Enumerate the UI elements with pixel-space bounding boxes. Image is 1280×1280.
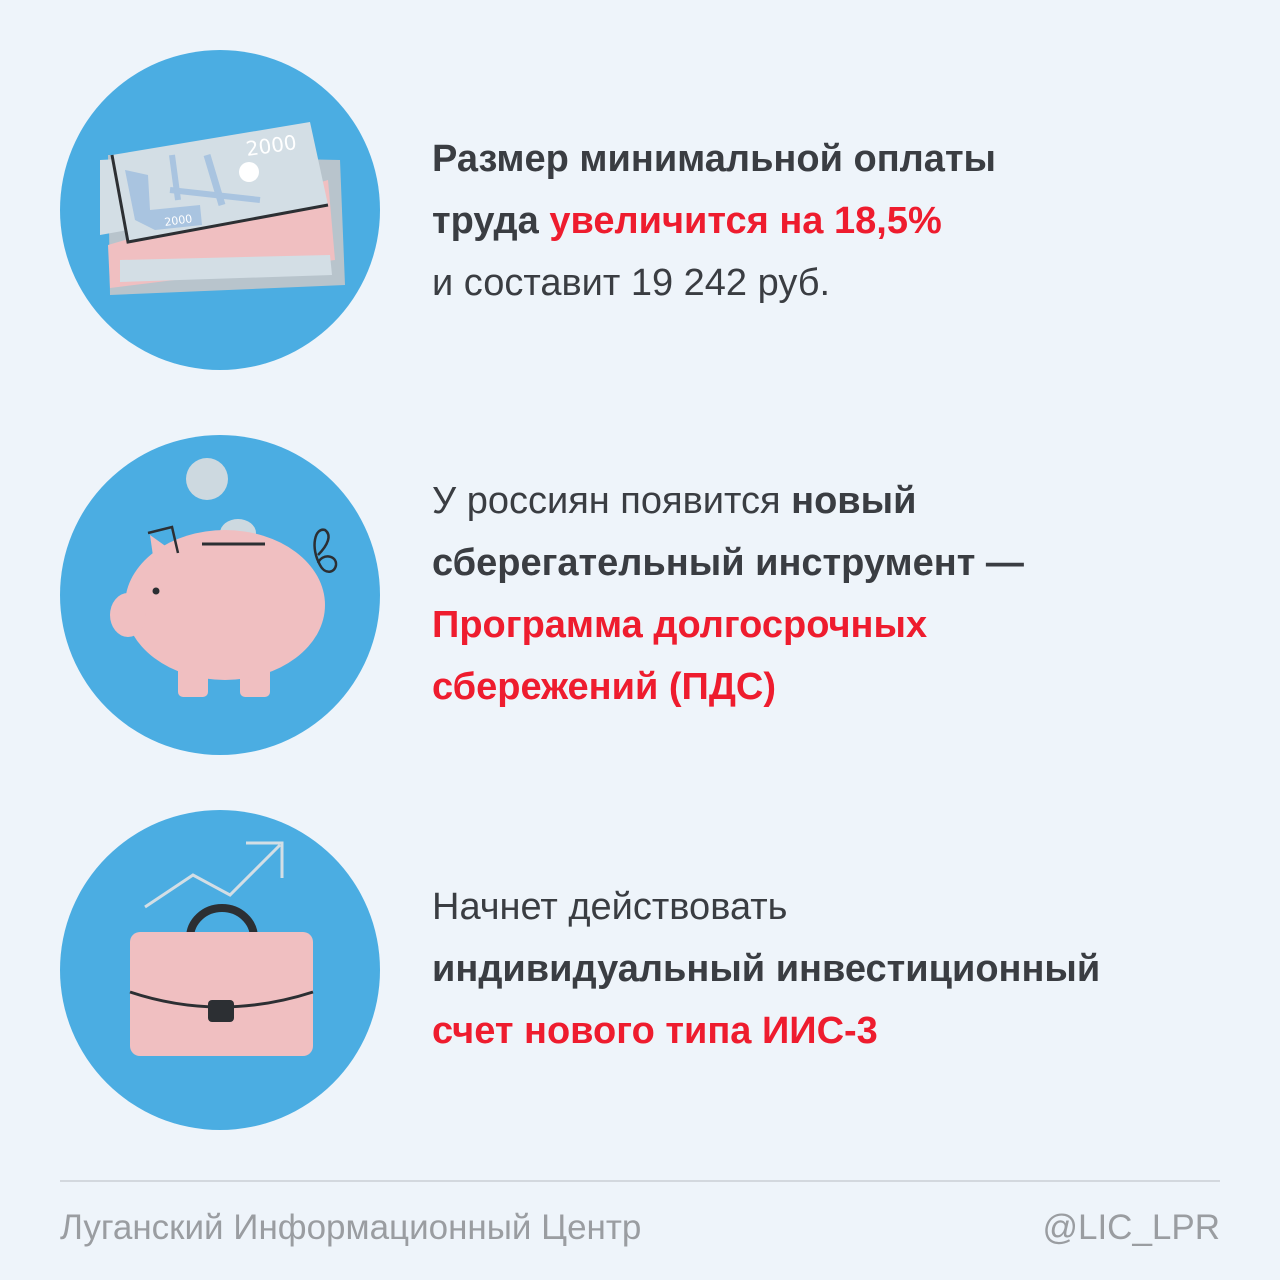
text-highlight: увеличится на 18,5%: [549, 200, 942, 242]
footer-source: Луганский Информационный Центр: [60, 1208, 642, 1247]
text-line: сберегательный инструмент —: [432, 542, 1024, 584]
banknotes-icon: 2000 2000: [60, 50, 380, 370]
text-regular: У россиян появится: [432, 480, 792, 522]
minimum-wage-text: Размер минимальной оплаты труда увеличит…: [432, 128, 996, 314]
text-line: и составит 19 242 руб.: [432, 262, 831, 304]
text-line: индивидуальный инвестиционный: [432, 948, 1101, 990]
savings-program-text: У россиян появится новый сберегательный …: [432, 470, 1024, 718]
text-highlight: счет нового типа ИИС-3: [432, 1010, 878, 1052]
briefcase-growth-icon: [60, 810, 380, 1130]
text-bold: труда: [432, 200, 550, 242]
text-line: Размер минимальной оплаты: [432, 138, 997, 180]
piggy-bank-icon: [60, 435, 380, 755]
divider: [60, 1180, 1220, 1182]
iis3-text: Начнет действовать индивидуальный инвест…: [432, 876, 1100, 1062]
text-highlight: Программа долгосрочных: [432, 604, 928, 646]
text-highlight: сбережений (ПДС): [432, 666, 777, 708]
text-bold: новый: [791, 480, 917, 522]
text-line: Начнет действовать: [432, 886, 788, 928]
footer-handle[interactable]: @LIC_LPR: [1042, 1208, 1220, 1247]
banknote-label-small: 2000: [164, 212, 194, 229]
